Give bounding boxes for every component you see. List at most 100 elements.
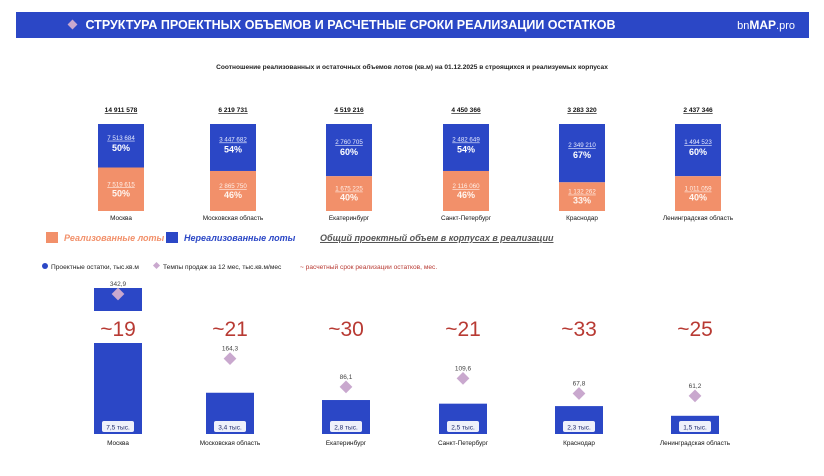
legend-item-remainders: Проектные остатки, тыс.кв.м [42,262,139,274]
sold-value-krasnodar: 1 132 262 [568,189,596,196]
legend-item-total: Общий проектный объем в корпусах в реали… [320,233,554,243]
bar-unsold-sankt-peterburg [443,124,489,171]
months-label-krasnodar: ~33 [561,318,597,341]
total-label-moskovskaya-oblast: 6 219 731 [218,107,248,114]
bar-sold-ekaterinburg [326,176,372,211]
speed-marker-leningradskaya-oblast [688,389,702,403]
sold-pct-moskovskaya-oblast: 46% [224,190,242,200]
legend-item-speed: Темпы продаж за 12 мес, тыс.кв.м/мес [152,261,282,274]
x-label-leningradskaya-oblast: Ленинградская область [663,214,734,222]
legend-label-unsold: Нереализованные лоты [184,233,296,243]
remainder-label-krasnodar: 2,3 тыс. [567,425,591,432]
legend-volumes: Реализованные лоты Нереализованные лоты … [46,232,566,246]
total-label-moskva: 14 911 578 [105,107,138,114]
unsold-value-ekaterinburg: 2 760 705 [335,139,363,146]
bar-remainder-moskva [94,343,142,434]
remainder-badge-leningradskaya-oblast [679,421,711,432]
bar-sold-leningradskaya-oblast [675,176,721,211]
remainder-label-sankt-peterburg: 2,5 тыс. [451,425,475,432]
remainder-badge-krasnodar [563,421,595,432]
x-label-remainders-sankt-peterburg: Санкт-Петербург [438,439,489,447]
remainder-label-moskva: 7,5 тыс. [106,425,130,432]
legend-item-unsold: Нереализованные лоты [166,232,295,244]
legend-swatch-sold [46,232,58,243]
legend-swatch-unsold [166,232,178,243]
sold-value-ekaterinburg: 1 675 225 [335,186,363,193]
total-label-ekaterinburg: 4 519 216 [334,107,364,114]
total-label-leningradskaya-oblast: 2 437 346 [683,107,713,114]
bar-unsold-leningradskaya-oblast [675,124,721,177]
x-label-remainders-moskva: Москва [107,440,129,447]
unsold-value-moskovskaya-oblast: 3 447 682 [219,136,247,143]
legend-label-sold: Реализованные лоты [64,233,165,243]
bar-unsold-ekaterinburg [326,124,372,177]
unsold-pct-krasnodar: 67% [573,150,591,160]
unsold-value-sankt-peterburg: 2 482 649 [452,136,480,143]
months-label-leningradskaya-oblast: ~25 [677,318,713,341]
bar-unsold-moskovskaya-oblast [210,124,256,171]
sold-pct-leningradskaya-oblast: 40% [689,193,707,203]
legend-item-months: ~ расчетный срок реализации остатков, ме… [300,264,438,271]
bar-sold-sankt-peterburg [443,170,489,211]
legend-dot-remainders [42,263,48,269]
x-label-ekaterinburg: Екатеринбург [329,214,370,222]
logo-suffix: .pro [776,20,795,32]
remainder-label-moskovskaya-oblast: 3,4 тыс. [218,425,242,432]
bar-unsold-moskva [98,124,144,168]
speed-marker-krasnodar [572,387,586,400]
unsold-pct-leningradskaya-oblast: 60% [689,147,707,157]
x-label-remainders-leningradskaya-oblast: Ленинградская область [660,439,731,447]
remainder-label-leningradskaya-oblast: 1,5 тыс. [683,425,707,432]
sold-pct-sankt-peterburg: 46% [457,190,475,200]
speed-marker-ekaterinburg [339,380,353,394]
speed-marker-sankt-peterburg [456,372,470,385]
unsold-pct-ekaterinburg: 60% [340,147,358,157]
speed-label-leningradskaya-oblast: 61,2 [689,383,702,390]
chart-title: Соотношение реализованных и остаточных о… [216,64,608,71]
unsold-pct-moskva: 50% [112,143,130,153]
total-label-sankt-peterburg: 4 450 366 [451,107,481,114]
total-label-krasnodar: 3 283 320 [567,107,597,114]
x-label-moskva: Москва [110,215,132,222]
speed-label-moskovskaya-oblast: 164,3 [222,346,239,353]
speed-marker-moskovskaya-oblast [223,352,237,365]
unsold-value-moskva: 7 513 684 [107,135,135,142]
speed-label-sankt-peterburg: 109,6 [455,365,472,372]
remainder-badge-moskovskaya-oblast [214,421,246,432]
logo: bnMAP.pro [737,12,795,39]
sold-value-sankt-peterburg: 2 116 060 [452,183,480,190]
x-label-remainders-ekaterinburg: Екатеринбург [326,439,367,447]
remainder-label-ekaterinburg: 2,8 тыс. [334,425,358,432]
x-label-krasnodar: Краснодар [566,215,598,222]
legend-label-speed: Темпы продаж за 12 мес, тыс.кв.м/мес [163,264,282,271]
page-title-text: СТРУКТУРА ПРОЕКТНЫХ ОБЪЕМОВ И РАСЧЕТНЫЕ … [85,18,616,32]
sold-value-moskva: 7 519 615 [107,181,135,188]
logo-prefix: bn [737,20,750,32]
bar-unsold-krasnodar [559,124,605,183]
sold-pct-moskva: 50% [112,188,130,198]
speed-label-moskva: 342,9 [110,281,127,288]
unsold-pct-sankt-peterburg: 54% [457,144,475,154]
months-label-moskovskaya-oblast: ~21 [212,318,248,341]
unsold-value-krasnodar: 2 349 210 [568,142,596,149]
legend-item-sold: Реализованные лоты [46,232,164,244]
months-label-ekaterinburg: ~30 [328,318,364,341]
legend-label-remainders: Проектные остатки, тыс.кв.м [51,264,139,271]
speed-label-krasnodar: 67,8 [573,380,586,387]
header-bar: СТРУКТУРА ПРОЕКТНЫХ ОБЪЕМОВ И РАСЧЕТНЫЕ … [16,12,809,38]
speed-label-ekaterinburg: 86,1 [340,374,353,381]
months-label-sankt-peterburg: ~21 [445,318,481,341]
unsold-pct-moskovskaya-oblast: 54% [224,144,242,154]
remainder-badge-ekaterinburg [330,421,362,432]
bar-sold-moskva [98,167,144,211]
bar-sold-krasnodar [559,182,605,211]
remainder-badge-sankt-peterburg [447,421,479,432]
x-label-remainders-moskovskaya-oblast: Московская область [200,439,261,447]
sold-pct-ekaterinburg: 40% [340,193,358,203]
page-title: СТРУКТУРА ПРОЕКТНЫХ ОБЪЕМОВ И РАСЧЕТНЫЕ … [16,12,669,38]
months-label-moskva: ~19 [100,318,136,341]
bar-sold-moskovskaya-oblast [210,170,256,211]
legend-remainders: Проектные остатки, тыс.кв.м Темпы продаж… [42,261,562,274]
